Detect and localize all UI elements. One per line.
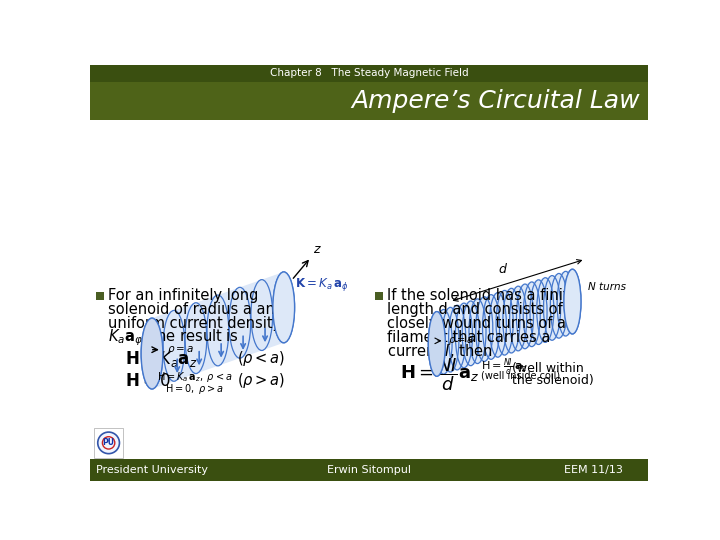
Text: For an infinitely long: For an infinitely long [108,288,258,303]
Text: $(\rho < a)$: $(\rho < a)$ [238,349,286,368]
Ellipse shape [141,318,163,389]
Bar [375,292,383,300]
Text: PU: PU [102,438,114,447]
Text: $\mathrm{H} = K_a\,\mathbf{a}_z,\;\rho < a$: $\mathrm{H} = K_a\,\mathbf{a}_z,\;\rho <… [157,370,233,384]
Text: filament that carries a: filament that carries a [387,330,550,345]
Bar [90,459,648,481]
Polygon shape [437,269,572,376]
Text: EEM 11/13: EEM 11/13 [564,465,624,475]
Text: length d and consists of N: length d and consists of N [387,302,578,317]
Text: current $I$, then: current $I$, then [387,342,492,360]
Text: closely wound turns of a: closely wound turns of a [387,316,566,331]
Text: N turns: N turns [588,282,626,292]
Text: $\rho = a$: $\rho = a$ [448,335,473,347]
Text: $\mathbf{H} = K_a\mathbf{a}_z$: $\mathbf{H} = K_a\mathbf{a}_z$ [125,349,197,369]
Circle shape [98,432,120,454]
Text: (well inside coil): (well inside coil) [480,370,559,381]
Text: President University: President University [96,465,208,475]
Text: $K_a\mathbf{a}_\varphi$, the result is: $K_a\mathbf{a}_\varphi$, the result is [108,327,239,348]
Polygon shape [152,272,284,389]
Text: solenoid of radius a and: solenoid of radius a and [108,302,284,317]
Text: $\mathbf{H} = \dfrac{NI}{d}\mathbf{a}_z$: $\mathbf{H} = \dfrac{NI}{d}\mathbf{a}_z$ [400,356,480,393]
Text: $\mathbf{K} = K_a \, \mathbf{a}_\phi$: $\mathbf{K} = K_a \, \mathbf{a}_\phi$ [295,276,349,293]
Ellipse shape [564,269,581,334]
Text: the solenoid): the solenoid) [513,374,594,387]
Bar [90,65,648,82]
Ellipse shape [273,272,294,343]
Text: If the solenoid has a finite: If the solenoid has a finite [387,288,577,303]
Text: $\mathrm{H} = 0,\;\rho > a$: $\mathrm{H} = 0,\;\rho > a$ [166,382,224,396]
Text: $\mathbf{H} = 0$: $\mathbf{H} = 0$ [125,372,171,389]
Text: uniform current density: uniform current density [108,316,281,331]
Ellipse shape [428,312,446,376]
Text: d: d [498,262,506,276]
Bar [96,292,104,300]
Bar [90,120,648,459]
Bar [90,82,648,120]
Text: (well within: (well within [513,362,584,375]
Text: $\mathrm{H} = \frac{NI}{d}\,\mathbf{a}_z$: $\mathrm{H} = \frac{NI}{d}\,\mathbf{a}_z… [481,357,528,379]
Text: Ampere’s Circuital Law: Ampere’s Circuital Law [351,89,640,113]
Text: z: z [313,244,320,256]
Text: $\rho = a$: $\rho = a$ [167,343,194,356]
Text: Erwin Sitompul: Erwin Sitompul [327,465,411,475]
Text: $(\rho > a)$: $(\rho > a)$ [238,371,286,390]
Text: Chapter 8   The Steady Magnetic Field: Chapter 8 The Steady Magnetic Field [270,68,468,78]
Bar [94,428,123,457]
